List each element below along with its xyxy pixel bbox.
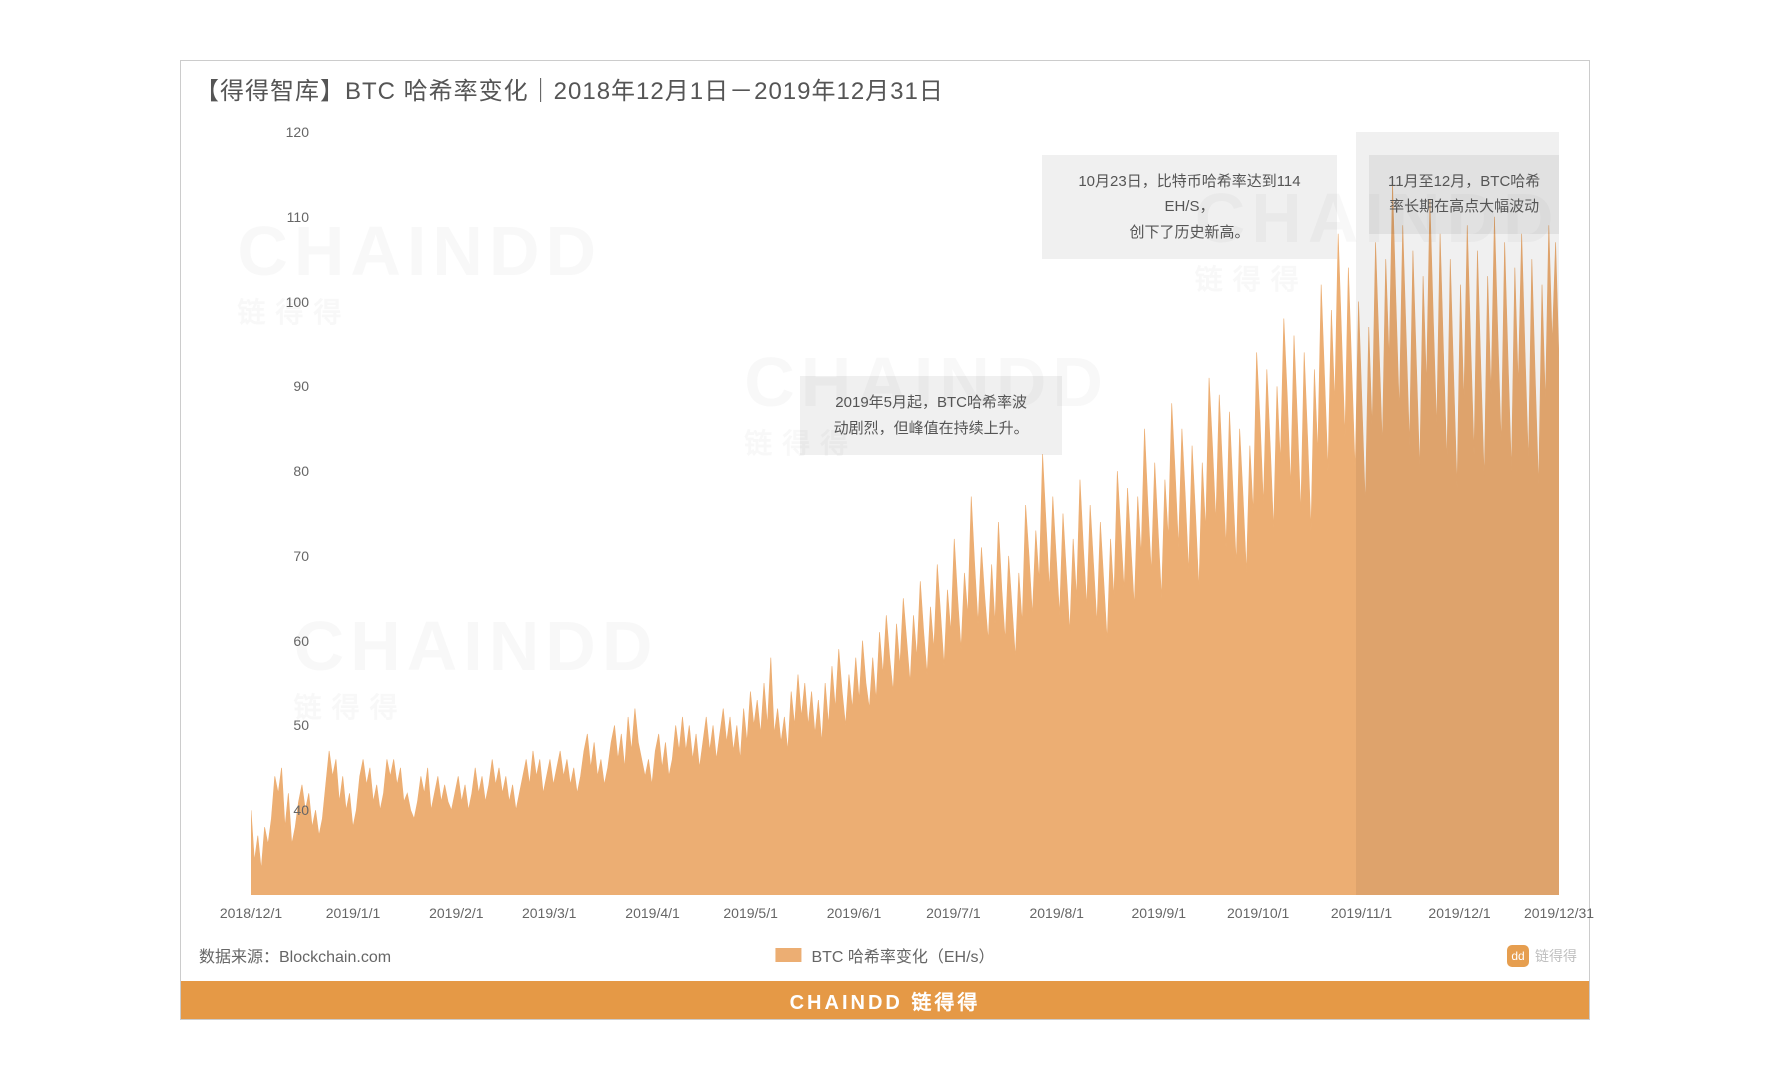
x-tick-label: 2019/1/1 — [326, 905, 381, 921]
legend: BTC 哈希率变化（EH/s） — [775, 943, 994, 967]
x-tick-label: 2019/2/1 — [429, 905, 484, 921]
x-tick-label: 2018/12/1 — [220, 905, 282, 921]
x-tick-label: 2019/10/1 — [1227, 905, 1289, 921]
annotation-box: 2019年5月起，BTC哈希率波动剧烈，但峰值在持续上升。 — [800, 376, 1062, 455]
chart-area: CHAINDD链得得 CHAINDD链得得 CHAINDD链得得 CHAINDD… — [181, 112, 1589, 935]
legend-swatch — [775, 948, 801, 962]
x-tick-label: 2019/5/1 — [723, 905, 778, 921]
x-tick-label: 2019/9/1 — [1132, 905, 1187, 921]
annotation-box: 10月23日，比特币哈希率达到114 EH/S，创下了历史新高。 — [1042, 155, 1336, 260]
y-tick-label: 60 — [259, 633, 309, 649]
y-tick-label: 120 — [259, 124, 309, 140]
legend-row: 数据来源：Blockchain.com BTC 哈希率变化（EH/s） . — [181, 935, 1589, 981]
x-tick-label: 2019/4/1 — [625, 905, 680, 921]
y-tick-label: 40 — [259, 802, 309, 818]
data-source-label: 数据来源：Blockchain.com — [199, 943, 391, 967]
x-tick-label: 2019/7/1 — [926, 905, 981, 921]
watermark-badge: dd 链得得 — [1507, 945, 1577, 967]
y-tick-label: 80 — [259, 463, 309, 479]
y-tick-label: 70 — [259, 548, 309, 564]
y-tick-label: 90 — [259, 378, 309, 394]
x-tick-label: 2019/8/1 — [1029, 905, 1084, 921]
badge-icon: dd — [1507, 945, 1529, 967]
footer-brand-bar: CHAINDD 链得得 — [181, 981, 1589, 1019]
x-tick-label: 2019/6/1 — [827, 905, 882, 921]
chart-card: 【得得智库】BTC 哈希率变化｜2018年12月1日－2019年12月31日 C… — [180, 60, 1590, 1020]
y-tick-label: 50 — [259, 717, 309, 733]
x-tick-label: 2019/3/1 — [522, 905, 577, 921]
highlight-band — [1356, 132, 1559, 895]
plot-region: 2019年5月起，BTC哈希率波动剧烈，但峰值在持续上升。 10月23日，比特币哈… — [251, 132, 1559, 895]
legend-label: BTC 哈希率变化（EH/s） — [811, 943, 994, 967]
chart-title: 【得得智库】BTC 哈希率变化｜2018年12月1日－2019年12月31日 — [181, 61, 1589, 112]
x-tick-label: 2019/12/31 — [1524, 905, 1594, 921]
y-tick-label: 100 — [259, 294, 309, 310]
x-tick-label: 2019/11/1 — [1331, 905, 1392, 921]
badge-text: 链得得 — [1535, 946, 1577, 966]
annotation-box: 11月至12月，BTC哈希率长期在高点大幅波动 — [1369, 155, 1559, 234]
footer-brand-text: CHAINDD 链得得 — [790, 986, 981, 1015]
x-tick-label: 2019/12/1 — [1428, 905, 1490, 921]
y-tick-label: 110 — [259, 209, 309, 225]
